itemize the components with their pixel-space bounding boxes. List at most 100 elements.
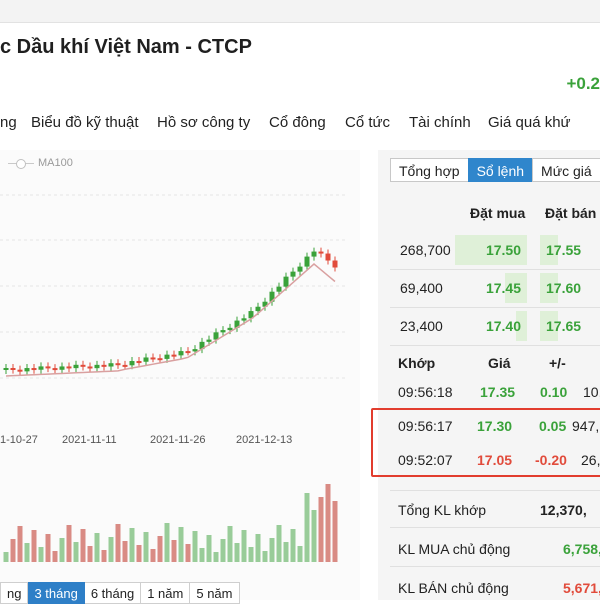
bid-volume-bar — [455, 235, 527, 265]
nav-item-company-profile[interactable]: Hồ sơ công ty — [157, 114, 251, 131]
volume-bar — [248, 547, 254, 562]
candle — [192, 349, 198, 352]
candle — [129, 361, 135, 366]
bid-volume-bar — [515, 311, 527, 341]
volume-bar — [164, 523, 170, 562]
tab-price-levels[interactable]: Mức giá — [532, 158, 600, 182]
bid-price: 17.40 — [485, 318, 521, 334]
bid-cell: 17.50 — [447, 235, 527, 265]
volume-bar — [122, 541, 128, 562]
nav-item-overview[interactable]: ng — [0, 114, 17, 131]
candle — [269, 291, 275, 302]
candle — [31, 368, 37, 371]
nav-item-technical-chart[interactable]: Biểu đồ kỹ thuật — [31, 114, 139, 131]
trade-time: 09:56:18 — [398, 384, 453, 400]
candle — [143, 357, 149, 362]
candle — [199, 341, 205, 350]
candle — [38, 366, 44, 370]
x-tick-label: 1-10-27 — [0, 434, 38, 446]
highlighted-trades-box — [371, 408, 600, 477]
candle — [206, 339, 212, 342]
trade-volume: 26, — [581, 452, 600, 468]
matched-price-header: Giá — [488, 355, 511, 371]
nav-item-price-history[interactable]: Giá quá khứ — [488, 114, 571, 131]
volume-bar — [241, 530, 247, 562]
candle — [311, 251, 317, 257]
ask-cell: 17.65 — [540, 311, 600, 341]
volume-bar — [73, 542, 79, 562]
candle — [185, 351, 191, 354]
candle — [178, 351, 184, 356]
bid-cell: 17.45 — [447, 273, 527, 303]
price-change: +0.2 — [566, 74, 600, 93]
candle — [122, 364, 128, 367]
candle — [59, 366, 65, 370]
candle — [304, 256, 310, 267]
candle — [101, 364, 107, 367]
candle — [80, 364, 86, 367]
candle — [157, 358, 163, 361]
active-sell-volume-value: 5,671, — [563, 580, 600, 596]
volume-bar — [66, 525, 72, 562]
volume-bar — [227, 526, 233, 562]
x-tick-label: 2021-12-13 — [236, 434, 292, 446]
divider — [390, 345, 600, 346]
volume-bar — [157, 536, 163, 562]
bid-price: 17.50 — [485, 242, 521, 258]
page-title: c Dầu khí Việt Nam - CTCP — [0, 36, 252, 58]
volume-bar — [269, 538, 275, 562]
range-button-5-years[interactable]: 5 năm — [190, 582, 240, 604]
tab-summary[interactable]: Tổng hợp — [390, 158, 469, 182]
trade-change: 0.10 — [540, 384, 568, 400]
range-button-1-year[interactable]: 1 năm — [141, 582, 191, 604]
range-button-6-months[interactable]: 6 tháng — [84, 582, 142, 604]
candle — [136, 361, 142, 364]
volume-bar — [290, 529, 296, 562]
trade-change: 0.05 — [539, 418, 567, 434]
nav-item-shareholders[interactable]: Cổ đông — [269, 114, 326, 131]
volume-bar — [31, 530, 37, 562]
divider — [390, 307, 600, 308]
ask-volume-bar — [540, 235, 558, 265]
range-button-partial[interactable]: ng — [0, 582, 29, 604]
trade-price: 17.35 — [480, 384, 516, 400]
candle — [3, 368, 9, 370]
orderbook-panel — [378, 150, 600, 600]
ask-volume-bar — [540, 311, 558, 341]
volume-bar — [10, 539, 16, 562]
ask-header: Đặt bán — [545, 205, 597, 221]
price-chart: 1-10-27 2021-11-11 2021-11-26 2021-12-13 — [0, 194, 345, 562]
volume-bar — [199, 548, 205, 562]
candle — [150, 357, 156, 360]
volume-bar — [80, 529, 86, 562]
candle — [66, 366, 72, 369]
nav-item-financials[interactable]: Tài chính — [409, 114, 471, 131]
candle — [297, 266, 303, 272]
candle — [262, 301, 268, 307]
nav-item-dividends[interactable]: Cổ tức — [345, 114, 391, 131]
ma100-line — [5, 263, 336, 377]
volume-bar — [108, 537, 114, 562]
candle — [108, 363, 114, 367]
volume-bar — [178, 527, 184, 562]
volume-bar — [136, 545, 142, 562]
candle — [248, 311, 254, 319]
ma100-legend-label: MA100 — [38, 157, 73, 169]
candle — [10, 368, 16, 370]
divider — [390, 566, 600, 567]
tab-orderbook[interactable]: Sổ lệnh — [467, 158, 534, 182]
active-buy-volume-value: 6,758, — [563, 541, 600, 557]
ask-cell: 17.55 — [540, 235, 600, 265]
volume-bar — [52, 551, 58, 562]
candle — [276, 286, 282, 292]
x-tick-label: 2021-11-26 — [150, 434, 205, 446]
volume-bar — [45, 534, 51, 562]
range-button-3-months[interactable]: 3 tháng — [28, 582, 85, 604]
volume-bar — [94, 533, 100, 562]
volume-bar — [318, 497, 324, 562]
ask-volume-bar — [540, 273, 558, 303]
trade-price: 17.05 — [477, 452, 513, 468]
volume-bar — [171, 540, 177, 562]
candle — [213, 332, 219, 340]
total-matched-volume-label: Tổng KL khớp — [398, 502, 487, 518]
